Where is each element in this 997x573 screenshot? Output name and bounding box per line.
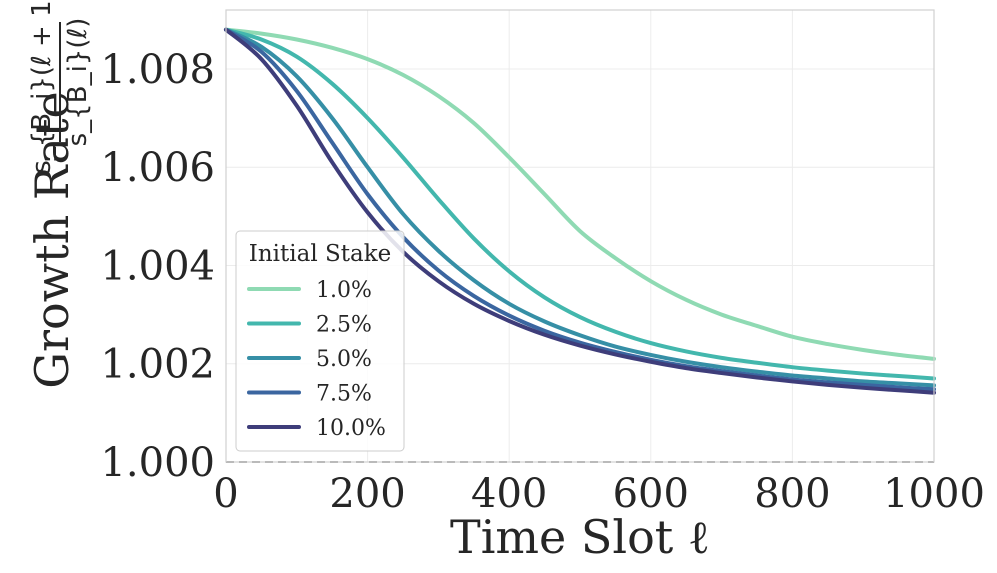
legend-title: Initial Stake: [249, 241, 392, 267]
series-line-4: [224, 27, 936, 392]
x-tick-label: 600: [613, 471, 689, 517]
x-tick-label: 400: [471, 471, 547, 517]
legend: Initial Stake 1.0% 2.5% 5.0% 7.5% 10.0%: [235, 230, 405, 452]
y-axis-fraction-denominator: s_{B_i}(ℓ): [63, 18, 93, 147]
legend-items: 1.0% 2.5% 5.0% 7.5% 10.0%: [247, 278, 386, 441]
series-lines: [224, 27, 936, 395]
legend-label-1: 1.0%: [316, 278, 372, 303]
y-tick-label: 1.008: [100, 47, 215, 93]
y-axis-fraction: s_{B_i}(ℓ + 1) s_{B_i}(ℓ): [27, 0, 93, 174]
y-tick-label: 1.000: [100, 440, 215, 486]
legend-box: [235, 230, 405, 452]
y-axis-fraction-numerator: s_{B_i}(ℓ + 1): [27, 0, 57, 174]
legend-label-3: 5.0%: [316, 347, 372, 372]
x-tick-label: 1000: [883, 471, 985, 517]
x-axis-label: Time Slot ℓ: [450, 510, 710, 564]
y-axis-label: Growth Rate: [25, 91, 79, 388]
x-tick-label: 0: [213, 471, 238, 517]
legend-label-2: 2.5%: [316, 313, 372, 338]
x-tick-labels: 0 200 400 600 800 1000: [213, 471, 985, 517]
series-line-1: [224, 27, 936, 361]
y-tick-label: 1.002: [100, 342, 215, 388]
y-tick-label: 1.004: [100, 243, 215, 289]
y-tick-labels: 1.000 1.002 1.004 1.006 1.008: [100, 47, 215, 486]
series-line-2: [224, 27, 936, 381]
series-line-3: [224, 27, 936, 388]
x-tick-label: 200: [329, 471, 405, 517]
series-line-5: [224, 27, 936, 395]
legend-label-4: 7.5%: [316, 382, 372, 407]
x-tick-label: 800: [754, 471, 830, 517]
y-tick-label: 1.006: [100, 145, 215, 191]
plot-frame: [225, 9, 935, 463]
legend-label-5: 10.0%: [316, 416, 386, 441]
y-axis-label-group: Growth Rate: [25, 91, 79, 388]
